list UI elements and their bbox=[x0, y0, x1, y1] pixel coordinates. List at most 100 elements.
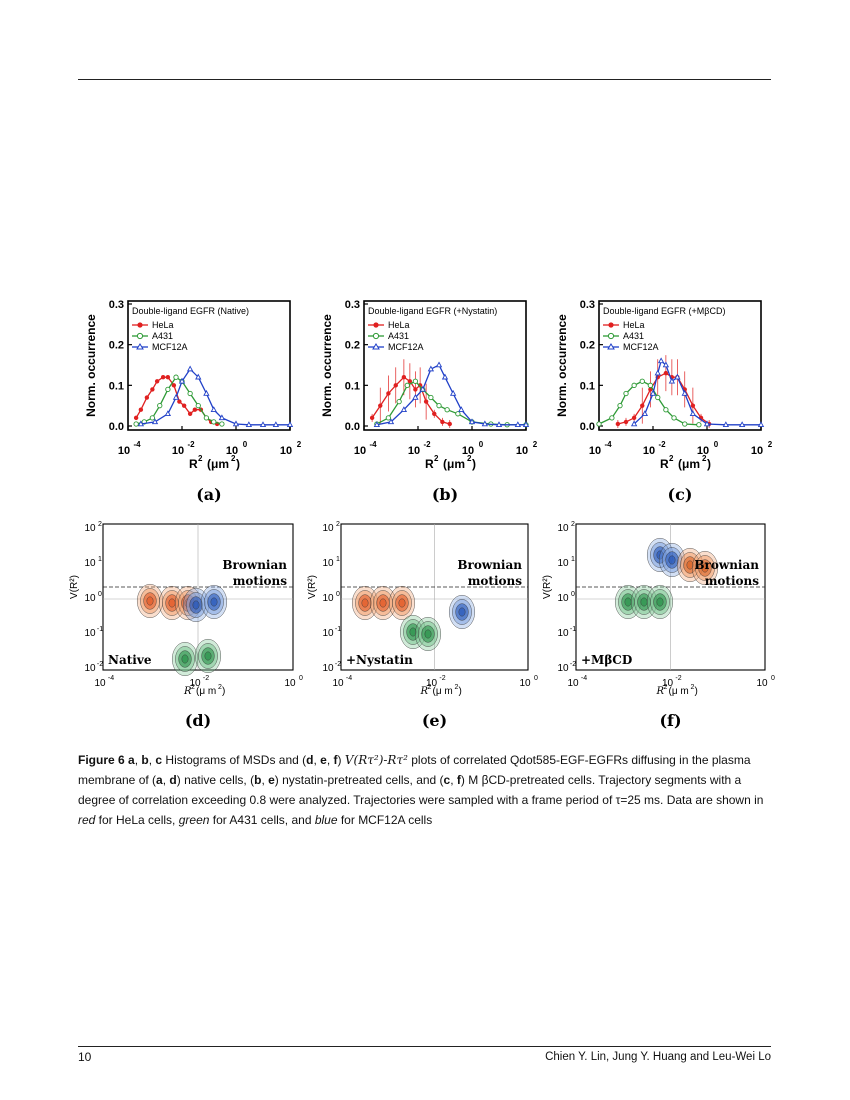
svg-text:): ) bbox=[695, 686, 698, 697]
y-tick-label: 0.0 bbox=[345, 421, 360, 433]
svg-text:0: 0 bbox=[571, 591, 575, 598]
y-tick-label: 10 bbox=[322, 593, 334, 604]
svg-text:-1: -1 bbox=[97, 626, 103, 633]
y-tick-label: 10 bbox=[84, 628, 96, 639]
data-point bbox=[639, 378, 645, 384]
data-point bbox=[631, 415, 637, 421]
legend-entry: HeLa bbox=[623, 320, 645, 330]
legend-marker bbox=[136, 332, 144, 340]
x-tick-exponent: 0 bbox=[479, 440, 484, 449]
density-contour bbox=[668, 555, 676, 565]
data-point bbox=[641, 410, 649, 417]
x-tick-label: 10 bbox=[118, 445, 130, 457]
x-axis-unit: (μm bbox=[678, 457, 700, 471]
data-point bbox=[615, 421, 621, 427]
data-point bbox=[187, 390, 193, 397]
x-tick-exponent: 0 bbox=[714, 440, 719, 449]
y-tick-label: 0.3 bbox=[345, 299, 360, 311]
figure-caption: Figure 6 a, b, c Histograms of MSDs and … bbox=[78, 753, 764, 827]
legend-entry: A431 bbox=[623, 331, 644, 341]
x-tick-label: 10 bbox=[697, 445, 709, 457]
data-point bbox=[160, 375, 166, 380]
data-point bbox=[696, 422, 702, 428]
svg-text:0: 0 bbox=[771, 675, 775, 682]
y-tick-label: 10 bbox=[322, 628, 334, 639]
data-point bbox=[417, 383, 423, 388]
density-contour bbox=[686, 560, 694, 570]
svg-text:): ) bbox=[472, 457, 476, 471]
data-point bbox=[617, 403, 623, 409]
data-point bbox=[203, 389, 210, 396]
y-tick-label: 0.1 bbox=[109, 380, 124, 392]
data-point bbox=[663, 370, 669, 376]
data-point bbox=[137, 420, 145, 427]
density-contour bbox=[424, 629, 432, 639]
header-rule bbox=[78, 79, 771, 80]
legend-marker bbox=[372, 343, 380, 350]
data-point bbox=[218, 414, 226, 421]
y-tick-label: 10 bbox=[557, 593, 569, 604]
svg-text:(μ m: (μ m bbox=[433, 686, 453, 697]
brownian-label: Brownian bbox=[222, 558, 287, 572]
data-point bbox=[514, 421, 522, 428]
y-tick-label: 10 bbox=[322, 523, 334, 534]
y-tick-label: 0.0 bbox=[109, 421, 124, 433]
data-point bbox=[722, 421, 730, 428]
data-point bbox=[654, 369, 661, 376]
condition-label: Native bbox=[108, 653, 152, 667]
density-contour bbox=[146, 596, 154, 606]
y-axis-label: V(R²) bbox=[307, 575, 318, 599]
data-point bbox=[144, 395, 150, 400]
svg-text:2: 2 bbox=[669, 454, 674, 463]
x-tick-exponent: 0 bbox=[243, 440, 248, 449]
data-point bbox=[689, 410, 697, 417]
data-point bbox=[400, 406, 408, 412]
y-axis-label: Norm. occurrence bbox=[320, 314, 334, 417]
data-point bbox=[219, 421, 225, 427]
data-point bbox=[447, 421, 452, 427]
data-point bbox=[649, 389, 657, 396]
legend-marker bbox=[607, 343, 615, 350]
data-point bbox=[441, 373, 449, 380]
svg-text:-4: -4 bbox=[108, 675, 114, 682]
motions-label: motions bbox=[233, 574, 288, 588]
footer-rule bbox=[78, 1046, 771, 1047]
data-point bbox=[187, 411, 193, 416]
x-tick-label: 10 bbox=[354, 445, 366, 457]
y-tick-label: 10 bbox=[557, 558, 569, 569]
data-point bbox=[171, 383, 177, 388]
svg-text:0: 0 bbox=[534, 675, 538, 682]
plot-frame bbox=[127, 300, 291, 431]
data-point bbox=[149, 415, 156, 421]
density-contour bbox=[656, 597, 664, 607]
data-point bbox=[690, 403, 696, 408]
svg-text:2: 2 bbox=[434, 454, 439, 463]
data-point bbox=[412, 393, 419, 400]
data-point bbox=[133, 421, 139, 427]
data-point bbox=[385, 415, 392, 421]
data-point bbox=[401, 375, 407, 380]
svg-text:1: 1 bbox=[571, 556, 575, 563]
data-point bbox=[412, 378, 419, 384]
legend-entry: HeLa bbox=[152, 320, 174, 330]
data-point bbox=[631, 382, 637, 388]
y-tick-label: 0.2 bbox=[580, 340, 595, 352]
y-tick-label: 0.3 bbox=[109, 299, 124, 311]
data-point bbox=[522, 421, 530, 428]
legend-entry: HeLa bbox=[388, 320, 410, 330]
svg-text:-2: -2 bbox=[97, 661, 103, 668]
x-axis-label: R bbox=[420, 686, 429, 697]
legend-entry: MCF12A bbox=[152, 342, 188, 352]
caption-figure-number: Figure 6 bbox=[78, 753, 125, 767]
x-tick-exponent: 2 bbox=[768, 440, 773, 449]
legend-marker bbox=[372, 332, 380, 340]
density-contour bbox=[640, 597, 648, 607]
data-point bbox=[458, 406, 465, 412]
data-point bbox=[455, 411, 461, 417]
data-point bbox=[623, 419, 629, 425]
svg-text:-1: -1 bbox=[570, 626, 576, 633]
data-point bbox=[286, 421, 294, 428]
x-axis-unit: (μm bbox=[443, 457, 465, 471]
data-point bbox=[210, 406, 217, 412]
